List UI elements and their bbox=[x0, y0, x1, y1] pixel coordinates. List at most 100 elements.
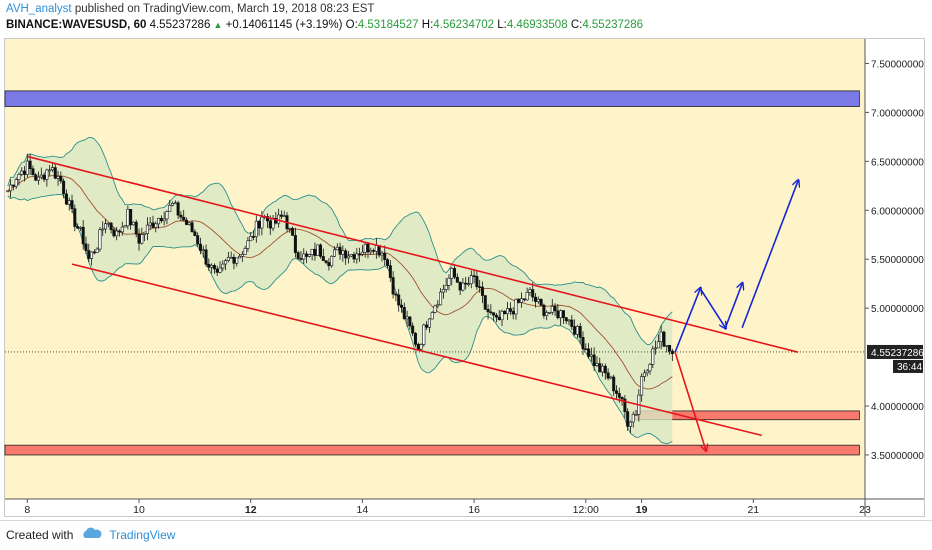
close-label: C: bbox=[570, 19, 583, 31]
channel-line-upper bbox=[27, 155, 799, 353]
tradingview-link[interactable]: TradingView bbox=[109, 527, 176, 542]
candle-body bbox=[226, 256, 230, 262]
candle-body bbox=[483, 295, 487, 310]
candle-body bbox=[425, 324, 429, 328]
candle-body bbox=[659, 331, 663, 342]
candle-body bbox=[17, 174, 21, 180]
candle-body bbox=[252, 236, 256, 238]
candle-body bbox=[268, 220, 272, 229]
candle-body bbox=[545, 312, 549, 316]
candle-body bbox=[455, 276, 459, 283]
x-tick-label: 23 bbox=[859, 504, 871, 516]
candle-body bbox=[397, 294, 401, 306]
candle-body bbox=[84, 243, 88, 251]
candle-body bbox=[243, 248, 247, 255]
low-value: 4.46933508 bbox=[506, 19, 568, 31]
countdown-label: 36:44 bbox=[897, 362, 922, 373]
candle-body bbox=[592, 354, 596, 366]
y-tick-label: 7.00000000 bbox=[871, 108, 924, 119]
candle-body bbox=[559, 310, 563, 319]
candle-body bbox=[369, 250, 373, 253]
candle-body bbox=[374, 244, 378, 252]
y-tick-label: 4.00000000 bbox=[871, 402, 924, 413]
candle-body bbox=[553, 306, 557, 312]
candle-body bbox=[547, 311, 551, 314]
candle-body bbox=[550, 306, 554, 313]
candle-body bbox=[257, 220, 261, 229]
candle-body bbox=[346, 255, 350, 259]
candle-body bbox=[293, 235, 297, 253]
candle-body bbox=[291, 227, 295, 236]
candle-body bbox=[254, 220, 258, 238]
candle-body bbox=[383, 252, 387, 260]
x-tick-label: 12 bbox=[245, 504, 257, 516]
candle-body bbox=[11, 184, 15, 187]
x-tick-label: 12:00 bbox=[573, 504, 599, 516]
candle-body bbox=[171, 203, 175, 206]
author-link[interactable]: AVH_analyst bbox=[6, 3, 72, 15]
candle-body bbox=[536, 298, 540, 302]
candle-body bbox=[427, 318, 431, 328]
candle-body bbox=[53, 167, 57, 179]
candle-body bbox=[534, 296, 538, 302]
candle-body bbox=[34, 174, 38, 181]
x-tick-label: 19 bbox=[636, 504, 648, 516]
candle-body bbox=[6, 190, 10, 193]
candle-body bbox=[313, 248, 317, 256]
candle-body bbox=[81, 226, 85, 245]
candle-body bbox=[472, 275, 476, 277]
candle-body bbox=[620, 397, 624, 400]
candle-body bbox=[37, 176, 41, 181]
candle-body bbox=[204, 249, 208, 265]
candle-body bbox=[399, 304, 403, 308]
candle-body bbox=[106, 222, 110, 225]
candle-body bbox=[517, 298, 521, 303]
candle-body bbox=[458, 282, 462, 291]
candle-body bbox=[380, 252, 384, 256]
candle-body bbox=[277, 214, 281, 224]
candle-body bbox=[95, 248, 99, 253]
candle-body bbox=[587, 348, 591, 357]
candle-body bbox=[436, 304, 440, 307]
candle-body bbox=[531, 289, 535, 298]
candle-body bbox=[411, 325, 415, 334]
candle-body bbox=[349, 254, 353, 257]
candle-body bbox=[310, 248, 314, 255]
x-tick-label: 14 bbox=[357, 504, 369, 516]
candle-body bbox=[143, 233, 147, 235]
candle-body bbox=[162, 218, 166, 222]
candle-body bbox=[603, 365, 607, 374]
footer-divider bbox=[0, 520, 932, 521]
candle-body bbox=[598, 363, 602, 373]
candle-body bbox=[229, 256, 233, 259]
candle-body bbox=[405, 316, 409, 320]
candle-body bbox=[430, 312, 434, 320]
candle-body bbox=[207, 263, 211, 268]
price-chart[interactable]: 7.50000000 7.00000000 6.50000000 6.00000000… bbox=[0, 0, 932, 520]
candle-body bbox=[573, 326, 577, 335]
candle-body bbox=[140, 234, 144, 244]
candle-body bbox=[358, 253, 362, 256]
candle-body bbox=[335, 246, 339, 251]
candle-body bbox=[232, 256, 236, 264]
candle-body bbox=[184, 219, 188, 225]
y-tick-label: 3.50000000 bbox=[871, 451, 924, 462]
candle-body bbox=[59, 176, 63, 182]
publish-line: AVH_analyst published on TradingView.com… bbox=[6, 3, 374, 15]
candle-body bbox=[444, 285, 448, 290]
candle-body bbox=[157, 217, 161, 225]
candle-body bbox=[115, 230, 119, 237]
candle-body bbox=[352, 254, 356, 260]
candle-body bbox=[575, 326, 579, 335]
candle-body bbox=[634, 414, 638, 416]
candle-body bbox=[126, 209, 130, 227]
candle-body bbox=[640, 376, 644, 396]
candle-body bbox=[332, 249, 336, 257]
candle-body bbox=[187, 222, 191, 225]
candle-body bbox=[489, 311, 493, 314]
zone-support-low bbox=[4, 444, 860, 456]
candle-body bbox=[626, 411, 630, 427]
up-arrow-icon: ▲ bbox=[213, 20, 223, 30]
candle-body bbox=[355, 253, 359, 260]
candle-body bbox=[90, 251, 94, 259]
